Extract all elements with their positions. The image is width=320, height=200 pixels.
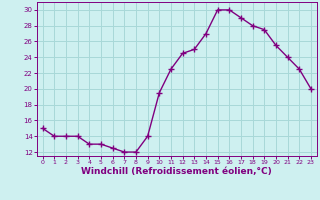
X-axis label: Windchill (Refroidissement éolien,°C): Windchill (Refroidissement éolien,°C)	[81, 167, 272, 176]
